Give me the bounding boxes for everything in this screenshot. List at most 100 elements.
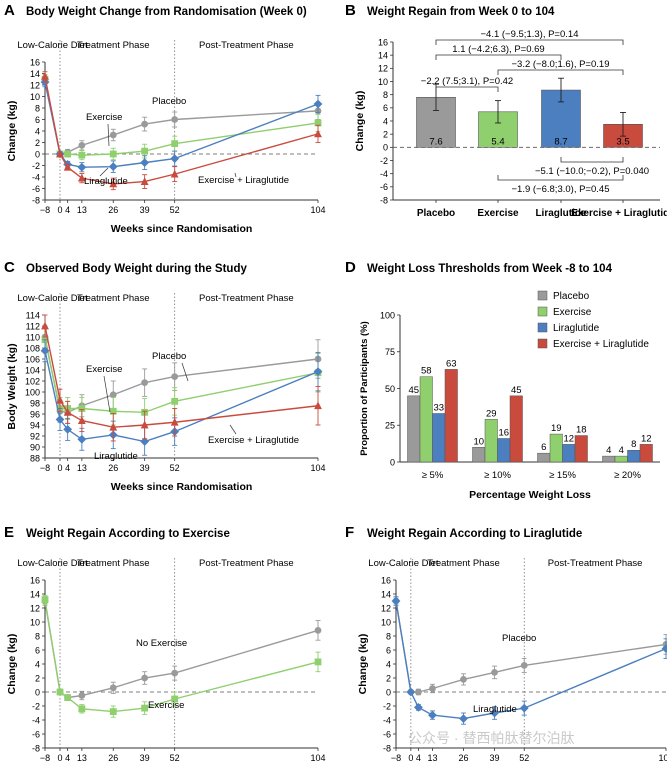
y-tick-label: 114 [26,310,40,320]
x-tick-label: 4 [65,205,70,215]
series-line [395,600,667,693]
y-tick-label: 100 [25,387,40,397]
bar-value-label: 33 [433,402,444,413]
data-point [140,437,150,446]
y-tick-label: 6 [35,115,40,125]
bar-value-label: 19 [551,423,562,434]
data-point [109,422,118,431]
x-tick-label: 52 [170,463,180,473]
bar-value-label: 8 [631,439,636,450]
y-tick-label: 100 [380,310,395,320]
y-tick-label: -2 [32,161,40,171]
data-point [171,373,179,380]
comparison-label: −1.9 (−6.8;3.0), P=0.45 [512,184,610,195]
x-tick-label: 26 [108,463,118,473]
x-tick-label: 4 [416,753,421,762]
bar [444,369,458,463]
y-tick-label: 14 [30,69,40,79]
x-tick-label: 52 [170,205,180,215]
y-tick-label: -4 [380,169,388,179]
data-point [429,685,436,692]
y-tick-label: 0 [35,149,40,159]
y-tick-label: 0 [35,687,40,697]
bar-value-label: 6 [541,442,546,453]
data-point [41,321,49,330]
data-point [428,710,437,720]
comparison-bracket [435,86,499,92]
x-tick-label: 104 [310,463,325,473]
y-tick-label: 8 [35,103,40,113]
annotation-leader [234,172,237,178]
data-point [460,676,467,683]
data-point [314,627,322,634]
phase-label: Treatment Phase [427,558,500,569]
series-annotation: Exercise [148,700,184,711]
y-tick-label: 10 [30,92,40,102]
series-liraglutide [391,596,667,725]
panel-title: Observed Body Weight during the Study [26,263,247,275]
series-annotation: Liraglutide [473,704,517,715]
data-point [56,395,64,404]
data-point [314,129,322,138]
bar-value-label: 12 [641,433,652,444]
series-annotation: Liraglutide [84,176,128,187]
legend-label: Exercise + Liraglutide [553,339,649,350]
bar-value-label: 16 [498,427,509,438]
comparison-label: −3.2 (−8.0;1.6), P=0.19 [512,59,610,70]
y-tick-label: 16 [30,575,40,585]
series-annotation: No Exercise [136,638,187,649]
series-annotation: Placebo [152,96,186,107]
phase-label: Low-Calorie Diet [17,40,88,51]
panel-c: C Observed Body Weight during the Study 88… [4,259,326,493]
x-tick-label: 26 [458,753,468,762]
x-tick-label: 13 [77,205,87,215]
panel-letter: B [345,2,356,19]
y-tick-label: -8 [32,195,40,205]
category-label: ≥ 20% [614,470,641,481]
y-tick-label: -4 [32,715,40,725]
x-tick-label: 26 [108,205,118,215]
bar [614,455,628,463]
data-point [40,346,50,356]
legend-label: Placebo [553,291,590,302]
bar-value-label: 45 [511,385,522,396]
x-tick-label: 4 [65,753,70,762]
data-point [141,147,149,155]
data-point [171,140,179,148]
x-axis-label: Percentage Weight Loss [469,489,591,501]
data-point [491,669,498,676]
bar-value-label: 10 [473,436,484,447]
data-point [313,99,323,109]
bar [574,435,588,463]
data-point [170,154,180,163]
data-point [109,150,117,158]
y-tick-label: 4 [35,126,40,136]
data-point [78,141,86,149]
y-tick-label: -2 [380,156,388,166]
bar-value-label: 7.6 [429,136,442,147]
panel-a: A Body Weight Change from Randomisation (… [4,2,326,235]
series-annotation: Exercise + Liraglutide [208,435,299,446]
x-tick-label: 13 [427,753,437,762]
y-tick-label: 106 [25,354,40,364]
bar [419,376,433,463]
comparison-label: −2.2 (7.5;3.1), P=0.42 [421,76,513,87]
data-point [314,658,322,666]
bar-value-label: 45 [408,385,419,396]
data-point [415,688,422,696]
data-point [109,391,117,399]
panel-d: D Weight Loss Thresholds from Week -8 to … [345,259,660,501]
y-tick-label: 6 [35,645,40,655]
bar [432,413,446,463]
watermark: 公众号 · 替西帕肽替尔泊肽 [408,730,574,746]
x-tick-label: 39 [490,753,500,762]
phase-label: Post-Treatment Phase [199,40,294,51]
y-tick-label: 108 [25,343,40,353]
y-tick-label: 96 [30,409,40,419]
data-point [140,177,149,185]
bar [602,455,616,463]
bar [639,444,653,463]
panel-letter: E [4,524,14,541]
x-tick-label: 0 [58,463,63,473]
